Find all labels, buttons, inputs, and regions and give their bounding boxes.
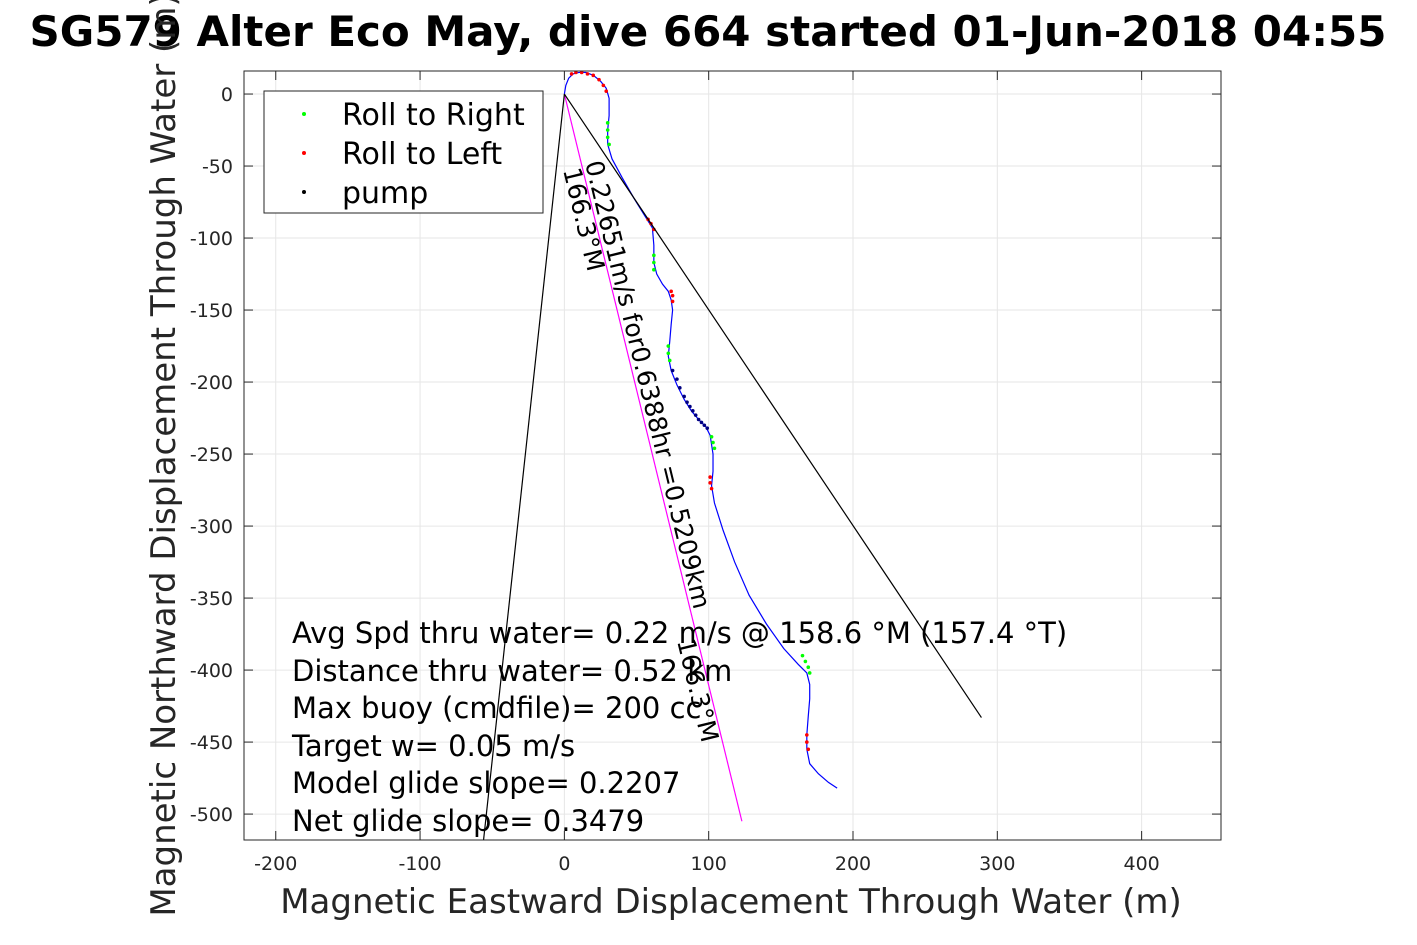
pump-point: [670, 368, 675, 373]
x-tick-label: 400: [1123, 853, 1159, 875]
roll-to-right-point: [607, 142, 611, 147]
roll-to-left-point: [709, 486, 714, 491]
y-tick-label: -500: [190, 804, 233, 826]
pump-point: [688, 404, 692, 409]
roll-to-right-point: [800, 653, 805, 658]
y-tick-label: -300: [190, 516, 233, 538]
legend-label-roll-right: Roll to Right: [342, 98, 525, 133]
roll-to-right-point: [605, 135, 610, 140]
stat-target-w: Target w= 0.05 m/s: [291, 729, 575, 763]
legend-box: [263, 90, 544, 214]
y-tick-label: -50: [202, 156, 233, 178]
pump-point: [685, 400, 689, 405]
track-line: [563, 71, 838, 789]
roll-to-left-point: [585, 72, 590, 76]
pump-point: [693, 413, 698, 417]
y-tick-label: -400: [190, 660, 233, 682]
roll-to-left-point: [574, 71, 578, 75]
roll-to-right-point: [605, 128, 610, 132]
roll-to-left-point: [591, 73, 596, 78]
stat-distance: Distance thru water= 0.52 km: [292, 654, 732, 688]
axis-ticks: [244, 71, 1221, 840]
y-tick-label: -100: [190, 228, 233, 250]
roll-to-left-point: [670, 293, 675, 298]
roll-to-left-point: [708, 475, 712, 479]
grid: [244, 71, 1221, 840]
stat-avg-speed: Avg Spd thru water= 0.22 m/s @ 158.6 °M …: [292, 616, 1067, 650]
roll-to-right-point: [803, 659, 808, 664]
roll-to-right-point: [711, 440, 715, 445]
roll-to-left-point: [806, 747, 811, 752]
roll-to-left-point: [805, 740, 809, 744]
x-tick-label: 0: [558, 853, 570, 875]
stat-net-glide-slope: Net glide slope= 0.3479: [292, 804, 644, 838]
fan-line-line: [482, 93, 565, 840]
roll-to-left-point: [669, 289, 673, 294]
roll-to-left-point: [597, 77, 601, 82]
pump-point: [678, 386, 682, 390]
legend-marker-roll-left: [302, 151, 306, 155]
roll-to-right-point: [667, 358, 672, 363]
chart-title: SG579 Alter Eco May, dive 664 started 01…: [30, 7, 1387, 56]
roll-to-left-point: [805, 733, 809, 737]
legend: Roll to Right Roll to Left pump: [263, 90, 544, 214]
legend-marker-pump: [302, 190, 306, 194]
y-axis-label: Magnetic Northward Displacement Through …: [144, 0, 184, 917]
roll-to-right-point: [712, 446, 717, 451]
x-tick-label: -100: [398, 853, 441, 875]
y-tick-label: -250: [190, 444, 233, 466]
roll-to-right-point: [666, 344, 671, 348]
legend-label-roll-left: Roll to Left: [342, 137, 502, 172]
pump-point: [691, 409, 695, 413]
pump-point: [705, 426, 710, 430]
pump-point: [696, 417, 701, 422]
roll-to-right-point: [605, 121, 610, 125]
axis-tick-labels: -200 -100 0 100 200 300 400 0 -50 -100 -150 -200 -25…: [190, 84, 1160, 875]
roll-to-right-point: [806, 665, 811, 669]
legend-marker-roll-right: [302, 112, 306, 116]
roll-to-left-point: [604, 89, 609, 93]
axes-box: [243, 70, 1222, 841]
stat-max-buoy: Max buoy (cmdfile)= 200 cc: [292, 691, 701, 725]
y-tick-label: -200: [190, 372, 233, 394]
stat-model-glide-slope: Model glide slope= 0.2207: [292, 766, 680, 800]
roll-to-right-point: [652, 253, 656, 258]
direct-line-line: [563, 93, 982, 718]
roll-to-right-point: [709, 434, 714, 439]
roll-to-right-point: [652, 260, 656, 265]
roll-to-left-point: [601, 83, 606, 88]
roll-to-right-point: [807, 671, 812, 675]
roll-to-left-point: [569, 72, 574, 76]
roll-to-left-point: [579, 71, 584, 75]
y-tick-label: 0: [221, 84, 233, 106]
x-tick-label: -200: [254, 853, 297, 875]
roll-to-right-point: [666, 351, 671, 356]
y-tick-label: -450: [190, 732, 233, 754]
pump-point: [675, 377, 679, 381]
pump-point: [699, 420, 704, 425]
roll-to-right-point: [652, 267, 656, 272]
heading-line-line: [563, 93, 743, 822]
roll-to-left-point: [708, 481, 712, 485]
x-tick-label: 200: [835, 853, 871, 875]
x-axis-label: Magnetic Eastward Displacement Through W…: [280, 882, 1182, 922]
y-tick-label: -350: [190, 588, 233, 610]
stats-block: Avg Spd thru water= 0.22 m/s @ 158.6 °M …: [291, 616, 1067, 838]
x-tick-label: 100: [691, 853, 727, 875]
pump-point: [702, 423, 707, 428]
series-layer: [482, 71, 982, 840]
roll-to-left-point: [670, 299, 675, 304]
x-tick-label: 300: [979, 853, 1015, 875]
y-tick-label: -150: [190, 300, 233, 322]
legend-label-pump: pump: [342, 176, 428, 211]
pump-point: [682, 394, 686, 399]
